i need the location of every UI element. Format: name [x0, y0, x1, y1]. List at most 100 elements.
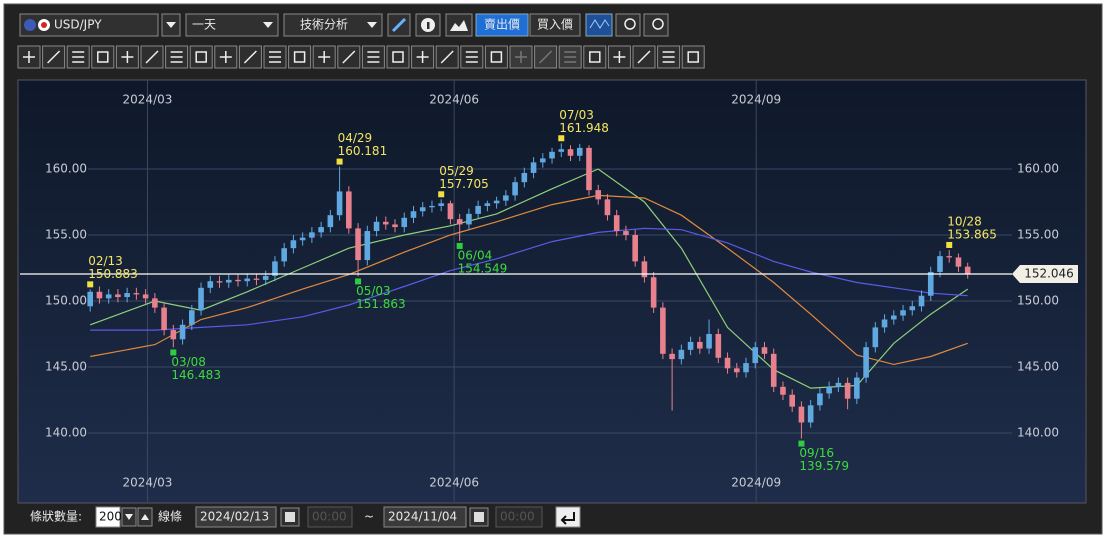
- candle-body: [955, 257, 962, 267]
- extreme-date: 04/29: [338, 131, 373, 145]
- end-date-input[interactable]: [383, 506, 467, 528]
- tool-icon: [613, 51, 626, 63]
- candle-body: [715, 334, 722, 358]
- end-time: 00:00: [500, 510, 535, 524]
- x-tick-label: 2024/03: [123, 93, 173, 107]
- tool-icon: [637, 50, 651, 64]
- candle-body: [373, 221, 380, 232]
- plot: 140.00 140.00 145.00 145.00 150.00 150.00 155.…: [20, 80, 1078, 503]
- icon: [589, 19, 610, 29]
- candle-body: [835, 382, 842, 387]
- bar-count-input[interactable]: [95, 506, 121, 528]
- extreme-marker: [558, 135, 565, 142]
- tool-button[interactable]: [484, 45, 508, 69]
- candle-body: [521, 172, 528, 183]
- candle-body: [466, 213, 472, 225]
- candle-body: [807, 405, 814, 423]
- zoom-in-button[interactable]: [643, 13, 669, 37]
- footer: 條狀數量: 200 線條 2024/02/13 00:00 ~ 2024/11/…: [30, 506, 581, 528]
- tool-button[interactable]: [583, 45, 607, 69]
- candle-body: [392, 224, 398, 228]
- indicator-button[interactable]: [585, 13, 613, 37]
- extreme-value: 150.883: [88, 267, 138, 281]
- icon: [652, 18, 664, 30]
- y-tick-label: 155.00: [45, 227, 87, 241]
- sell-label: 賣出價: [484, 17, 520, 32]
- tool-icon: [318, 51, 331, 63]
- arrow: [125, 514, 133, 520]
- candle-body: [484, 203, 491, 206]
- icon: [450, 20, 468, 31]
- symbol: USD/JPY: [54, 18, 102, 32]
- candle-body: [309, 232, 315, 238]
- candle-body: [475, 205, 481, 214]
- extreme-value: 161.948: [559, 121, 609, 135]
- extreme-value: 154.549: [458, 261, 508, 275]
- buy-button[interactable]: [529, 13, 581, 37]
- y-tick-label-right: 155.00: [1017, 227, 1059, 241]
- candle-body: [456, 219, 463, 225]
- candle-body: [623, 231, 629, 235]
- sell-button[interactable]: [475, 13, 529, 37]
- candle-body: [207, 281, 214, 288]
- candle-body: [549, 151, 555, 159]
- extreme-marker: [798, 440, 805, 447]
- tool-icon: [195, 51, 207, 63]
- apply-button[interactable]: [555, 506, 581, 528]
- candle-body: [872, 327, 879, 348]
- candle-body: [927, 271, 934, 296]
- tool-icon: [662, 51, 675, 63]
- tool-button[interactable]: [91, 45, 115, 69]
- candle-body: [660, 307, 666, 354]
- candle-body: [225, 279, 232, 283]
- candle-body: [687, 341, 694, 350]
- candle-body: [798, 406, 805, 423]
- x-tick-label-bottom: 2024/03: [123, 476, 173, 490]
- candle-body: [706, 334, 712, 349]
- candle-body: [595, 190, 602, 200]
- tool-button[interactable]: [681, 45, 705, 69]
- candle-body: [133, 293, 140, 295]
- arrow: [166, 22, 176, 28]
- tool-icon: [564, 51, 577, 63]
- tool-icon: [342, 50, 356, 64]
- start-date-input[interactable]: [195, 506, 277, 528]
- bar-count: 200: [99, 510, 122, 524]
- tool-icon: [416, 51, 429, 63]
- candle-body: [881, 319, 888, 328]
- candle-body: [438, 203, 444, 206]
- candle-body: [216, 281, 223, 283]
- candle-body: [613, 215, 620, 232]
- candle-body: [87, 291, 93, 307]
- chart-type-button[interactable]: [445, 13, 473, 37]
- symbol-select[interactable]: [19, 13, 159, 37]
- start-time-input[interactable]: [307, 506, 353, 528]
- candle-body: [567, 149, 574, 156]
- tool-icon: [589, 51, 601, 63]
- extreme-date: 07/03: [559, 108, 594, 122]
- zoom-out-button[interactable]: [615, 13, 641, 37]
- period-select[interactable]: [185, 13, 279, 37]
- y-tick-label-right: 150.00: [1017, 294, 1059, 308]
- tool-icon: [465, 51, 478, 63]
- end-time-input[interactable]: [495, 506, 543, 528]
- candle-body: [272, 261, 278, 276]
- tool-icon: [490, 51, 503, 63]
- tool-icon: [121, 51, 134, 63]
- candle-body: [780, 386, 786, 395]
- extreme-date: 09/16: [799, 446, 834, 460]
- buy-label: 買入價: [537, 18, 573, 32]
- candle-body: [299, 237, 306, 241]
- tool-button[interactable]: [189, 45, 213, 69]
- tool-button[interactable]: [386, 45, 410, 69]
- tool-button[interactable]: [288, 45, 312, 69]
- candle-body: [964, 266, 971, 274]
- candle-body: [752, 347, 759, 364]
- candle-body: [697, 341, 703, 349]
- candle-body: [724, 357, 731, 369]
- range-separator: ~: [364, 510, 374, 524]
- analysis-select[interactable]: [283, 13, 383, 37]
- extreme-date: 03/08: [171, 355, 206, 369]
- y-tick-label-right: 160.00: [1017, 161, 1059, 175]
